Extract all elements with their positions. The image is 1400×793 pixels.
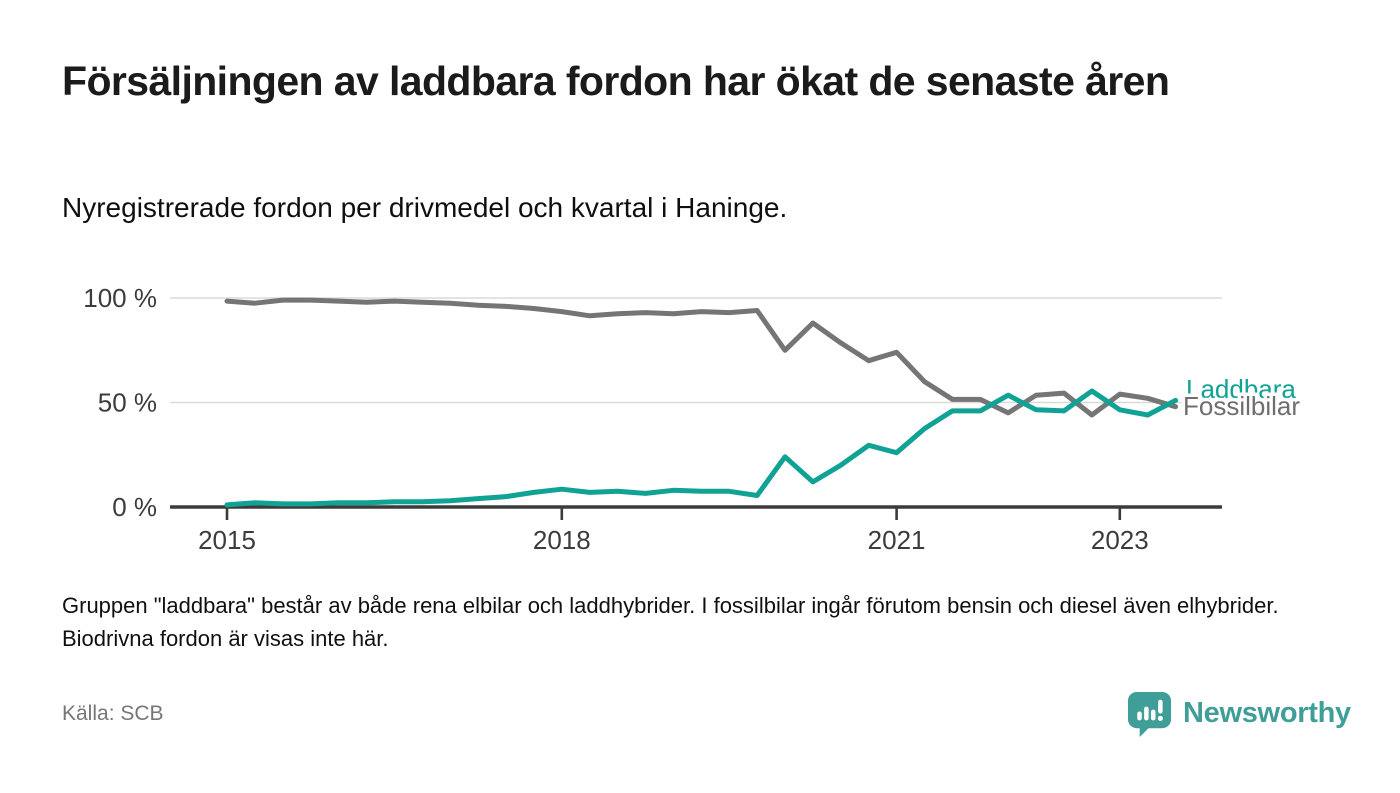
line-chart: 100 % 50 % 0 % 2015 2018 2021 2023 Laddbara F… bbox=[0, 268, 1400, 578]
fossil-line bbox=[224, 297, 1179, 418]
y-tick-label: 50 % bbox=[98, 388, 157, 418]
source-label: Källa: SCB bbox=[62, 702, 164, 725]
speech-bubble-shape bbox=[1127, 691, 1172, 737]
chart-subtitle: Nyregistrerade fordon per drivmedel och … bbox=[62, 192, 788, 223]
x-tick-label: 2023 bbox=[1091, 525, 1149, 555]
x-tick-label: 2021 bbox=[868, 525, 926, 555]
chart-footnote: Gruppen "laddbara" består av både rena e… bbox=[62, 593, 1279, 651]
y-tick-label: 100 % bbox=[83, 283, 157, 313]
newsworthy-wordmark: Newsworthy bbox=[1183, 697, 1351, 729]
y-axis-labels: 100 % 50 % 0 % bbox=[83, 283, 157, 522]
chart-svg: 100 % 50 % 0 % 2015 2018 2021 2023 Laddbara F… bbox=[83, 283, 1304, 555]
fossilbilar-label: Fossilbilar bbox=[1183, 391, 1300, 421]
page-title: Försäljningen av laddbara fordon har öka… bbox=[62, 58, 1170, 104]
laddbara-label: Laddbara bbox=[1186, 374, 1296, 404]
bar-chart-glyph bbox=[1137, 706, 1156, 721]
newsworthy-logo-icon bbox=[1127, 691, 1172, 737]
y-tick-label: 0 % bbox=[112, 492, 157, 522]
x-axis-ticks bbox=[225, 507, 1122, 520]
newsworthy-branding: Newsworthy bbox=[1126, 690, 1351, 737]
x-axis-labels: 2015 2018 2021 2023 bbox=[198, 525, 1149, 555]
laddbara-line bbox=[224, 388, 1179, 508]
x-tick-label: 2015 bbox=[198, 525, 256, 555]
x-tick-label: 2018 bbox=[533, 525, 591, 555]
exclamation-glyph bbox=[1157, 699, 1163, 721]
